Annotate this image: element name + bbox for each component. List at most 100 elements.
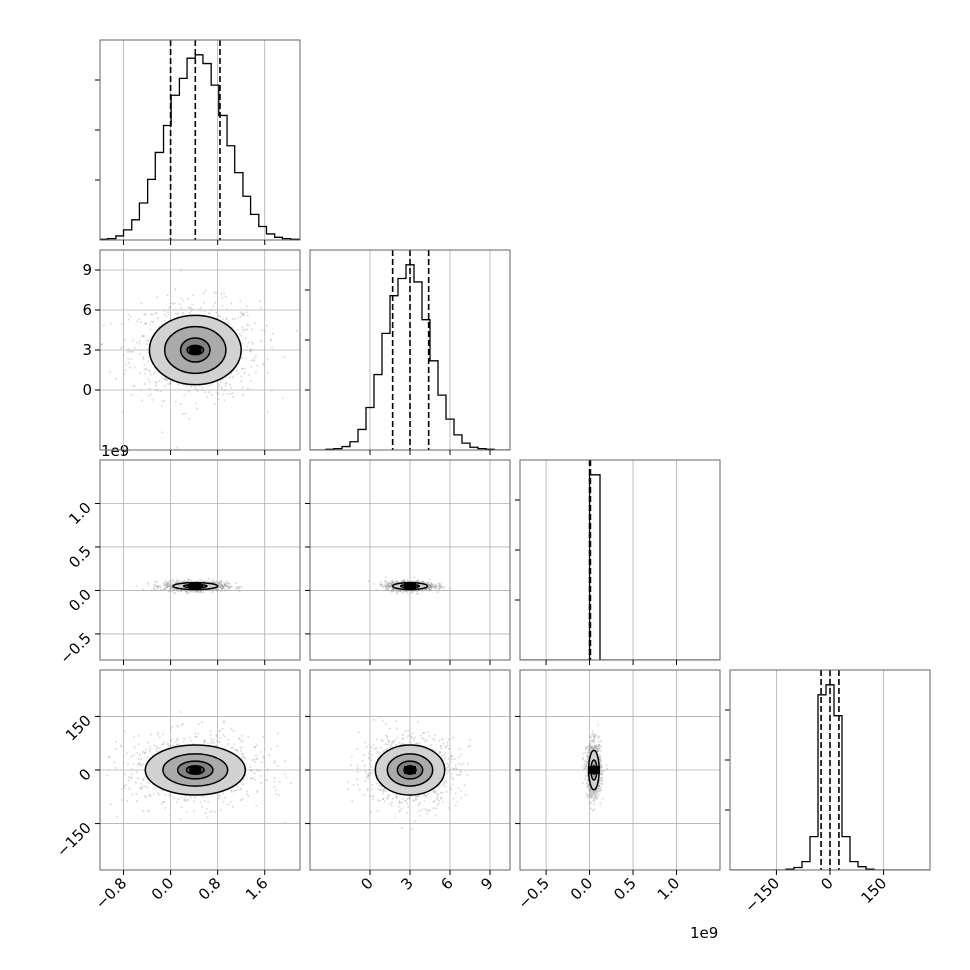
scatter-point <box>201 389 204 392</box>
density-peak <box>189 582 202 591</box>
scatter-point <box>387 586 390 589</box>
scatter-point <box>446 766 449 769</box>
scatter-point <box>346 780 349 783</box>
scatter-point <box>230 727 233 730</box>
scatter-point <box>397 589 400 592</box>
scatter-point <box>398 810 401 813</box>
scatter-point <box>434 814 437 817</box>
panel-content <box>581 723 609 812</box>
scatter-point <box>192 590 195 593</box>
scatter-point <box>218 581 221 584</box>
scatter-point <box>237 372 240 375</box>
scatter-point <box>182 723 185 726</box>
scatter-point <box>138 786 141 789</box>
scatter-point <box>264 779 267 782</box>
scatter-point <box>205 395 208 398</box>
scatter-point <box>175 580 178 583</box>
scatter-point <box>156 750 159 753</box>
scatter-point <box>207 312 210 315</box>
scatter-point <box>250 770 253 773</box>
scatter-point <box>252 776 255 779</box>
scatter-point <box>270 339 273 342</box>
scatter-point <box>410 592 413 595</box>
scatter-point <box>439 745 442 748</box>
scatter-point <box>160 789 163 792</box>
scatter-point <box>271 332 274 335</box>
scatter-point <box>200 579 203 582</box>
scatter-point <box>133 746 136 749</box>
scatter-point <box>427 582 430 585</box>
scatter-point <box>151 398 154 401</box>
scatter-point <box>432 789 435 792</box>
scatter-point <box>384 585 387 588</box>
scatter-point <box>419 801 422 804</box>
scatter-point <box>392 589 395 592</box>
scatter-point <box>266 358 269 361</box>
scatter-point <box>444 785 447 788</box>
scatter-point <box>221 584 224 587</box>
scatter-point <box>428 735 431 738</box>
scatter-point <box>382 798 385 801</box>
scatter-point <box>148 381 151 384</box>
scatter-point <box>231 317 234 320</box>
scatter-point <box>169 739 172 742</box>
scatter-point <box>408 796 411 799</box>
scatter-point <box>231 746 234 749</box>
scatter-point <box>392 588 395 591</box>
scatter-point <box>173 588 176 591</box>
scatter-point <box>383 800 386 803</box>
scatter-point <box>408 797 411 800</box>
scatter-point <box>147 782 150 785</box>
scatter-point <box>145 748 148 751</box>
scatter-point <box>204 812 207 815</box>
scatter-point <box>388 740 391 743</box>
scatter-point <box>438 585 441 588</box>
scatter-point <box>192 800 195 803</box>
scatter-point <box>369 750 372 753</box>
scatter-point <box>239 749 242 752</box>
scatter-point <box>278 780 281 783</box>
scatter-point <box>264 329 267 332</box>
scatter-point <box>127 357 130 360</box>
scatter-point <box>378 715 381 718</box>
scatter-point <box>173 588 176 591</box>
scatter-point <box>434 749 437 752</box>
scatter-point <box>203 799 206 802</box>
scatter-point <box>188 590 191 593</box>
scatter-point <box>449 760 452 763</box>
scatter-point <box>166 582 169 585</box>
scatter-point <box>588 751 591 754</box>
scatter-point <box>597 743 600 746</box>
scatter-point <box>260 781 263 784</box>
scatter-point <box>164 377 167 380</box>
scatter-point <box>427 584 430 587</box>
scatter-point <box>601 780 604 783</box>
scatter-point <box>392 740 395 743</box>
scatter-point <box>426 809 429 812</box>
scatter-point <box>115 815 118 818</box>
scatter-point <box>595 791 598 794</box>
scatter-point <box>408 734 411 737</box>
scatter-point <box>429 588 432 591</box>
scatter-point <box>199 589 202 592</box>
y-tick-label: 9 <box>82 261 92 279</box>
histogram-step <box>520 474 720 660</box>
scatter-point <box>164 378 167 381</box>
scatter-point <box>187 390 190 393</box>
scatter-point <box>209 580 212 583</box>
scatter-point <box>417 794 420 797</box>
scatter-point <box>225 382 228 385</box>
scatter-point <box>600 764 603 767</box>
scatter-point <box>441 791 444 794</box>
scatter-point <box>401 742 404 745</box>
scatter-point <box>252 358 255 361</box>
scatter-point <box>176 579 179 582</box>
scatter-point <box>450 758 453 761</box>
scatter-point <box>385 734 388 737</box>
scatter-point <box>368 756 371 759</box>
panel-2-0: −0.50.00.51.0 <box>56 459 301 668</box>
scatter-point <box>379 583 382 586</box>
scatter-point <box>588 793 591 796</box>
scatter-point <box>139 389 142 392</box>
scatter-point <box>388 794 391 797</box>
